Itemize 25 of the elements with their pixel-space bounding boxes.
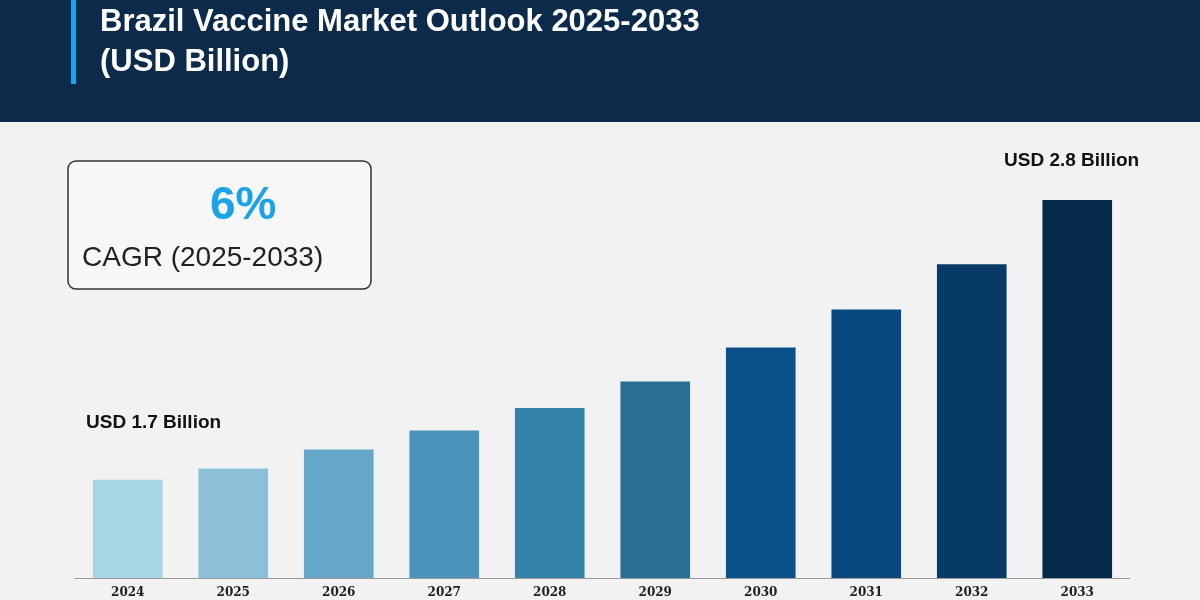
annotation: USD 1.7 Billion [86, 411, 222, 432]
bar [620, 381, 691, 578]
x-tick-label: 2028 [533, 585, 567, 599]
bar [92, 479, 163, 578]
bar [831, 309, 902, 578]
x-tick-label: 2031 [849, 585, 883, 599]
bar [1042, 200, 1113, 578]
bar [409, 430, 480, 578]
bar [303, 449, 374, 578]
bar [514, 407, 585, 578]
x-tick-label: 2032 [955, 585, 989, 599]
x-tick-label: 2030 [744, 585, 778, 599]
bar [725, 347, 796, 578]
x-tick-label: 2033 [1060, 585, 1094, 599]
x-tick-label: 2029 [638, 585, 672, 599]
annotation: CAGR (2025-2033) [82, 240, 324, 272]
bar [198, 468, 269, 578]
x-tick-label: 2025 [216, 585, 250, 599]
x-tick-label: 2026 [322, 585, 356, 599]
bar [936, 264, 1007, 578]
x-tick-label: 2024 [111, 585, 145, 599]
x-tick-label: 2027 [427, 585, 461, 599]
annotation: 6% [210, 177, 277, 229]
text: USD 2.8 Billion [1004, 149, 1140, 170]
chart-title: Brazil Vaccine Market Outlook 2025-2033 (USD Billion) [100, 2, 700, 78]
